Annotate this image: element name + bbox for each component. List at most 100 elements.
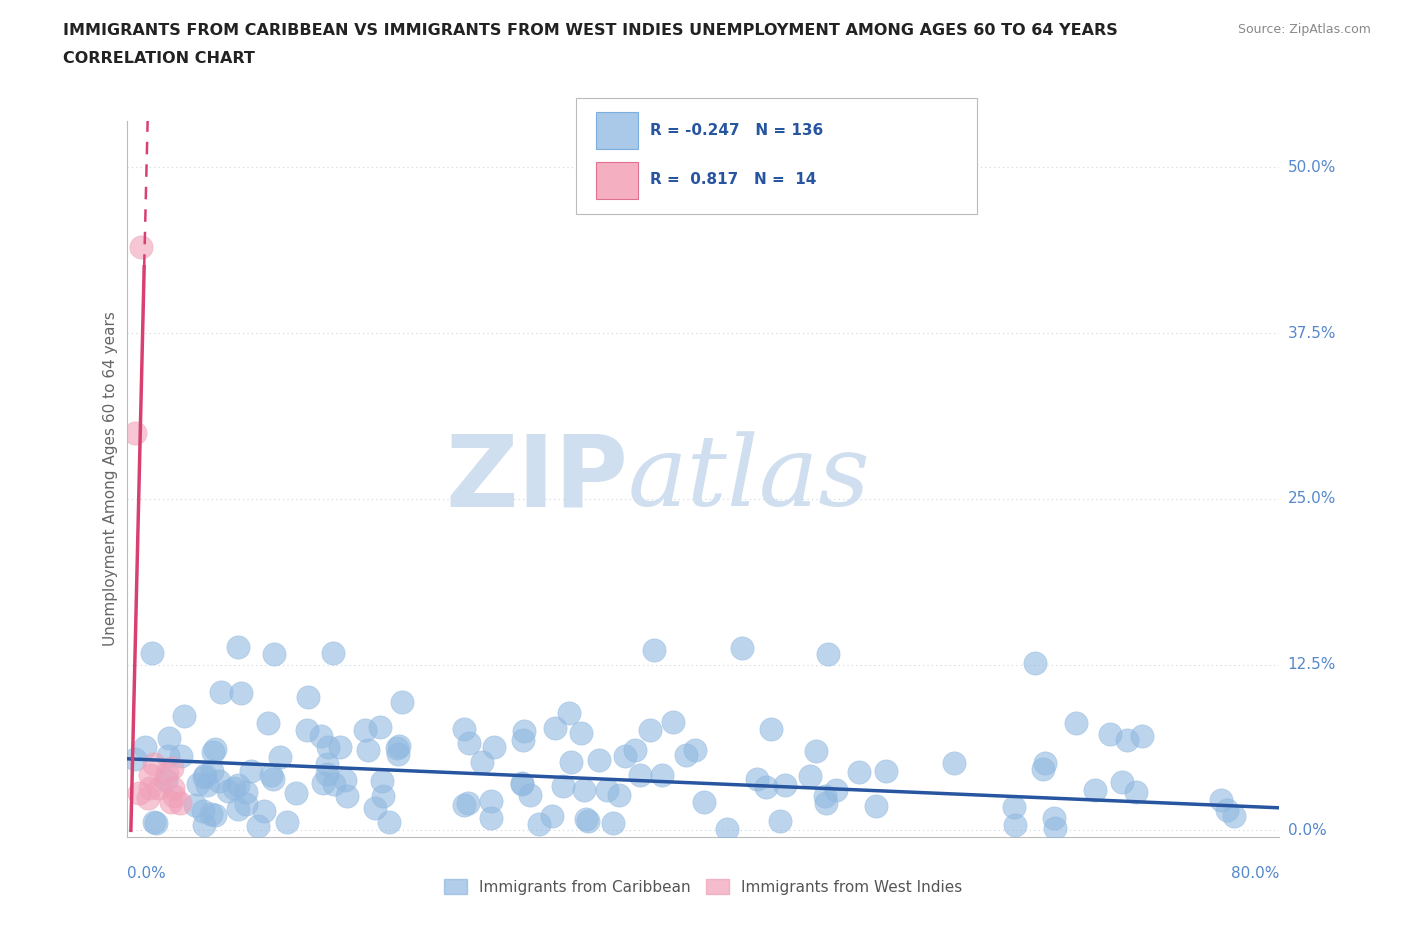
Point: [364, 801, 387, 816]
Point: [588, 753, 610, 768]
Text: 0.0%: 0.0%: [1288, 823, 1326, 838]
Point: [385, 740, 408, 755]
Point: [156, 748, 179, 763]
Point: [607, 788, 630, 803]
Point: [453, 721, 475, 736]
Point: [208, 773, 231, 788]
Point: [357, 742, 380, 757]
Point: [1043, 811, 1066, 826]
Point: [217, 783, 239, 798]
Point: [479, 810, 502, 825]
Point: [318, 739, 340, 754]
Point: [479, 794, 502, 809]
Point: [512, 724, 534, 738]
Point: [322, 777, 344, 792]
Text: 25.0%: 25.0%: [1288, 491, 1336, 506]
Point: [572, 782, 595, 797]
Point: [163, 789, 186, 804]
Point: [651, 768, 673, 783]
Point: [322, 646, 344, 661]
Point: [638, 723, 661, 737]
Point: [139, 767, 162, 782]
Point: [136, 790, 159, 805]
Point: [169, 795, 191, 810]
Legend: Immigrants from Caribbean, Immigrants from West Indies: Immigrants from Caribbean, Immigrants fr…: [437, 873, 969, 901]
Point: [755, 779, 778, 794]
Point: [276, 815, 298, 830]
Text: R = -0.247   N = 136: R = -0.247 N = 136: [650, 123, 823, 138]
Point: [453, 797, 475, 812]
Point: [256, 715, 278, 730]
Point: [804, 743, 827, 758]
Point: [1116, 732, 1139, 747]
Point: [662, 715, 685, 730]
Point: [1216, 803, 1239, 817]
Point: [544, 720, 567, 735]
Point: [200, 806, 222, 821]
Point: [353, 723, 375, 737]
Point: [643, 643, 665, 658]
Point: [377, 815, 399, 830]
Point: [759, 722, 782, 737]
Text: Source: ZipAtlas.com: Source: ZipAtlas.com: [1237, 23, 1371, 36]
Point: [814, 795, 837, 810]
Point: [204, 808, 226, 823]
Point: [628, 767, 651, 782]
Point: [141, 646, 163, 661]
Point: [201, 764, 224, 778]
Point: [799, 768, 821, 783]
Point: [510, 777, 533, 791]
Point: [1032, 761, 1054, 776]
Point: [558, 705, 581, 720]
Point: [226, 802, 249, 817]
Point: [373, 789, 395, 804]
Point: [239, 764, 262, 778]
Point: [184, 797, 207, 812]
Point: [471, 755, 494, 770]
Y-axis label: Unemployment Among Ages 60 to 64 years: Unemployment Among Ages 60 to 64 years: [103, 312, 118, 646]
Point: [865, 798, 887, 813]
Point: [235, 785, 257, 800]
Point: [596, 782, 619, 797]
Point: [145, 816, 167, 830]
Point: [235, 797, 257, 812]
Point: [745, 772, 768, 787]
Point: [1002, 799, 1025, 814]
Point: [1130, 729, 1153, 744]
Point: [295, 723, 318, 737]
Point: [224, 781, 246, 796]
Point: [193, 770, 215, 785]
Point: [1033, 756, 1056, 771]
Text: 37.5%: 37.5%: [1288, 326, 1336, 340]
Text: 12.5%: 12.5%: [1288, 658, 1336, 672]
Point: [675, 748, 697, 763]
Point: [187, 777, 209, 791]
Point: [519, 788, 541, 803]
Point: [388, 738, 411, 753]
Point: [262, 772, 284, 787]
Point: [527, 817, 550, 831]
Point: [128, 786, 150, 801]
Point: [575, 812, 598, 827]
Point: [173, 709, 195, 724]
Point: [368, 720, 391, 735]
Text: R =  0.817   N =  14: R = 0.817 N = 14: [650, 172, 815, 187]
Point: [231, 685, 253, 700]
Point: [162, 781, 184, 796]
Point: [157, 730, 180, 745]
Point: [576, 814, 599, 829]
Point: [160, 795, 183, 810]
Point: [942, 755, 965, 770]
Point: [124, 425, 146, 440]
Point: [457, 795, 479, 810]
Point: [194, 768, 217, 783]
Point: [226, 777, 249, 792]
Point: [683, 743, 706, 758]
Point: [391, 695, 413, 710]
Point: [329, 739, 352, 754]
Point: [201, 745, 224, 760]
Point: [193, 817, 215, 832]
Point: [769, 814, 792, 829]
Point: [1004, 817, 1026, 832]
Point: [560, 754, 582, 769]
